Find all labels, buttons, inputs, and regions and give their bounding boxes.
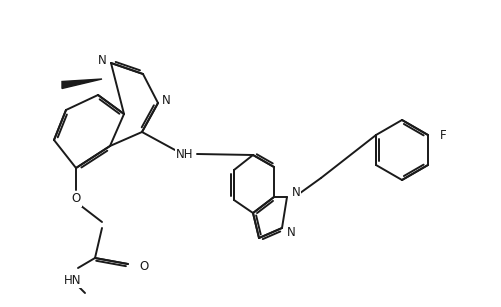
Text: NH: NH xyxy=(176,147,194,161)
Text: N: N xyxy=(98,53,107,67)
Text: F: F xyxy=(440,129,446,142)
Polygon shape xyxy=(62,79,102,88)
Text: O: O xyxy=(139,259,148,273)
Text: N: N xyxy=(162,94,171,107)
Text: HN: HN xyxy=(64,274,82,286)
Text: N: N xyxy=(287,226,296,239)
Text: O: O xyxy=(71,192,81,205)
Text: N: N xyxy=(292,186,301,200)
